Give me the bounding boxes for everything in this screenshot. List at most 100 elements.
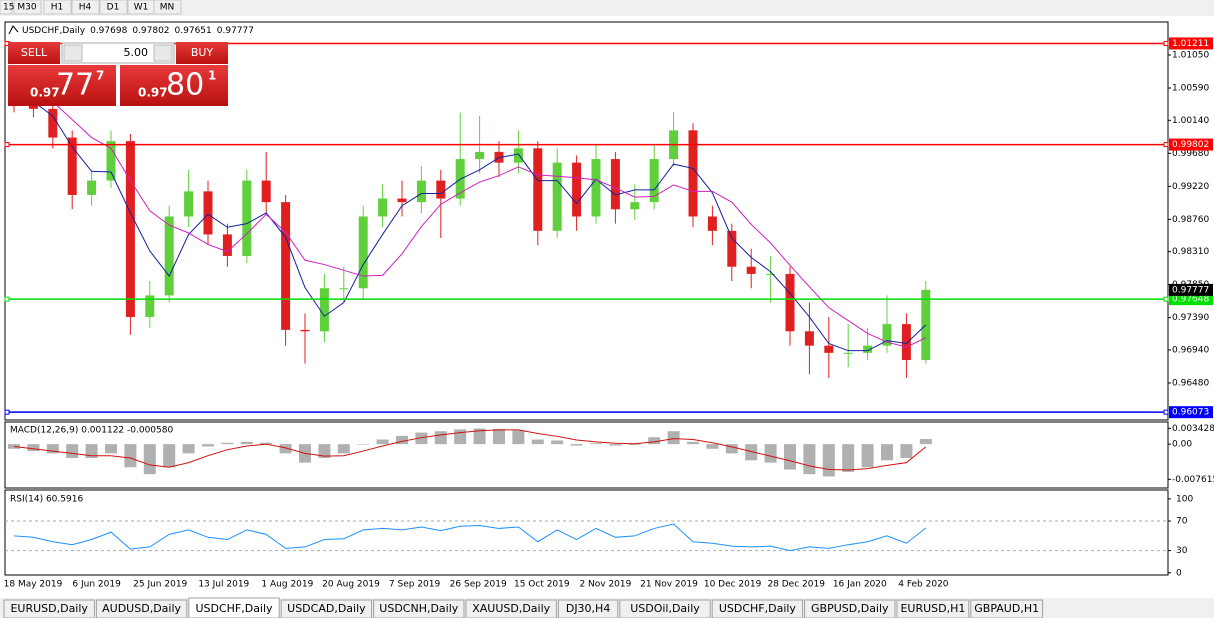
macd-bar — [842, 444, 855, 472]
chart-tab-label[interactable]: GBPUSD,Daily — [811, 602, 889, 615]
macd-bar — [337, 444, 350, 454]
candle-body — [824, 345, 834, 353]
chart-tab-label[interactable]: DJ30,H4 — [566, 602, 610, 615]
timeframe-button[interactable] — [71, 0, 100, 15]
candle-body — [164, 216, 174, 296]
timeframe-button[interactable] — [99, 0, 128, 15]
buy-label[interactable]: BUY — [191, 46, 214, 59]
chart-tab[interactable] — [465, 599, 557, 618]
x-tick-label: 15 Oct 2019 — [514, 580, 570, 590]
chart-tab-label[interactable]: USDOil,Daily — [630, 602, 700, 615]
macd-bar — [163, 444, 176, 468]
candle-body — [475, 151, 485, 160]
macd-bar — [124, 444, 137, 468]
macd-bar — [318, 444, 331, 458]
indicator-title: RSI(14) 60.5916 — [10, 495, 83, 505]
candle-body — [222, 234, 232, 256]
timeframe-label[interactable]: M30 — [17, 3, 36, 13]
level-label-box — [1169, 293, 1213, 306]
timeframe-button[interactable] — [0, 0, 13, 15]
candle-body — [707, 216, 717, 231]
chart-tab[interactable] — [619, 599, 711, 618]
macd-bar — [745, 444, 758, 461]
y-tick-label: 0.00 — [1172, 440, 1192, 450]
level-label: 0.97648 — [1172, 295, 1209, 305]
toolbar — [0, 0, 1214, 16]
level-handle — [4, 296, 10, 302]
sell-price-main: 77 — [56, 68, 94, 103]
macd-bar — [46, 444, 59, 454]
chart-tab[interactable] — [188, 597, 280, 618]
lot-input[interactable] — [61, 42, 175, 64]
candle-body — [416, 180, 426, 203]
y-tick-label: 0.97390 — [1172, 313, 1209, 323]
timeframe-button[interactable] — [153, 0, 182, 15]
timeframe-button[interactable] — [13, 0, 42, 15]
chart-tab[interactable] — [711, 599, 804, 618]
lot-value: 5.00 — [124, 46, 149, 59]
timeframe-label[interactable]: H1 — [51, 3, 64, 13]
x-tick-label: 1 Aug 2019 — [261, 580, 313, 590]
lot-down[interactable] — [63, 44, 83, 62]
x-tick-label: 7 Sep 2019 — [389, 580, 441, 590]
timeframe-label[interactable]: 15 — [3, 3, 14, 13]
x-tick-label: 10 Dec 2019 — [704, 580, 762, 590]
macd-bar — [182, 444, 195, 454]
chart-tab[interactable] — [970, 599, 1044, 618]
chart-tab[interactable] — [3, 599, 95, 618]
x-tick-label: 4 Feb 2020 — [898, 580, 949, 590]
macd-bar — [240, 441, 253, 445]
chart-tab-label[interactable]: EURUSD,H1 — [900, 602, 965, 615]
chart-tab[interactable] — [95, 599, 188, 618]
chart-tab[interactable] — [804, 599, 896, 618]
candle-body — [882, 324, 892, 346]
timeframe-label[interactable]: H4 — [79, 3, 92, 13]
x-tick-label: 26 Sep 2019 — [450, 580, 507, 590]
timeframe-button[interactable] — [43, 0, 72, 15]
macd-bar — [221, 442, 234, 445]
candle-body — [863, 345, 873, 353]
chart-tab-label[interactable]: USDCAD,Daily — [287, 602, 366, 615]
y-tick-label: -0.007615 — [1172, 475, 1214, 485]
macd-bar — [764, 444, 777, 463]
chart-tab[interactable] — [896, 599, 970, 618]
candle-body — [397, 198, 407, 203]
macd-bar — [784, 444, 796, 470]
chart-tab-label[interactable]: USDCNH,Daily — [379, 602, 459, 615]
macd-bar — [900, 444, 913, 458]
chart-tab-label[interactable]: AUDUSD,Daily — [102, 602, 181, 615]
y-tick-label: 1.00590 — [1172, 84, 1209, 94]
chart-title: USDCHF,Daily — [22, 26, 86, 36]
macd-bar — [454, 429, 467, 445]
chart-tab-label[interactable]: XAUUSD,Daily — [472, 602, 550, 615]
candle-body — [591, 159, 601, 217]
level-label: 0.96073 — [1172, 408, 1209, 418]
chart-tab-label[interactable]: EURUSD,Daily — [10, 602, 88, 615]
lot-up[interactable] — [153, 44, 173, 62]
x-tick-label: 28 Dec 2019 — [767, 580, 825, 590]
chart-tab-label[interactable]: GBPAUD,H1 — [974, 602, 1039, 615]
chart-tab-label[interactable]: USDCHF,Daily — [195, 602, 273, 615]
chart-tab[interactable] — [280, 599, 373, 618]
chart-tab-label[interactable]: USDCHF,Daily — [719, 602, 797, 615]
timeframe-label[interactable]: D1 — [107, 3, 120, 13]
macd-bar — [861, 444, 874, 468]
chart-tab[interactable] — [557, 599, 619, 618]
buy-price-box[interactable] — [120, 65, 228, 106]
timeframe-label[interactable]: MN — [160, 3, 175, 13]
sell-price-box[interactable] — [8, 65, 116, 106]
sell-label[interactable]: SELL — [21, 46, 48, 59]
timeframe-label[interactable]: W1 — [134, 3, 149, 13]
candle-body — [630, 202, 640, 210]
macd-bar — [667, 431, 680, 445]
candle-body — [436, 180, 446, 199]
buy-button[interactable] — [176, 42, 228, 64]
macd-bar — [27, 444, 40, 452]
sell-button[interactable] — [8, 42, 60, 64]
macd-bar — [493, 428, 505, 445]
y-tick-label: 0.98310 — [1172, 247, 1209, 257]
candle-body — [688, 130, 698, 217]
chart-tab[interactable] — [373, 599, 465, 618]
level-label-box — [1169, 138, 1213, 151]
